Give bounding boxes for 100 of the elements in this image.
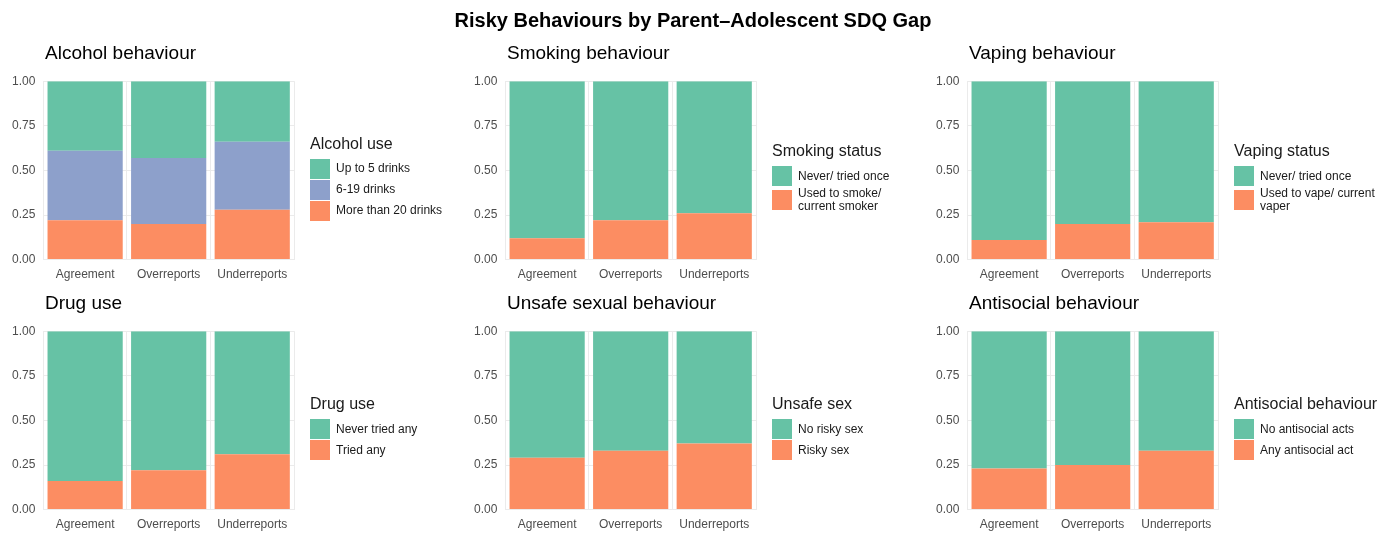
- bar: [131, 81, 207, 158]
- y-tick-label: 0.00: [12, 251, 36, 266]
- y-tick-label: 1.00: [936, 73, 960, 88]
- bar: [971, 331, 1047, 469]
- bar: [1138, 222, 1214, 260]
- legend-label: Never/ tried once: [1260, 168, 1352, 183]
- chart-title: Antisocial behaviour: [968, 291, 1141, 315]
- x-tick-label: Agreement: [979, 267, 1040, 282]
- y-tick-label: 0.75: [936, 368, 960, 383]
- legend-title: Vaping status: [1234, 142, 1331, 160]
- x-tick-label: Overreports: [1061, 517, 1125, 532]
- y-tick-label: 0.25: [474, 207, 498, 222]
- legend-label: Never/ tried once: [798, 168, 890, 183]
- y-tick-label: 0.00: [474, 501, 498, 516]
- y-tick-label: 1.00: [474, 73, 498, 88]
- x-tick-label: Agreement: [55, 517, 116, 532]
- bar: [214, 141, 290, 210]
- bar: [214, 81, 290, 142]
- legend-title: Antisocial behaviour: [1234, 395, 1378, 413]
- legend-label: More than 20 drinks: [336, 203, 443, 217]
- bar: [971, 81, 1047, 240]
- bar: [214, 331, 290, 455]
- y-tick-label: 0.25: [474, 457, 498, 472]
- bar: [47, 81, 123, 151]
- y-tick-label: 0.25: [12, 207, 36, 222]
- x-tick-label: Overreports: [599, 517, 663, 532]
- text: Risky Behaviours by Parent–Adolescent SDQ Gap: [454, 8, 932, 32]
- chart-title: Smoking behaviour: [506, 41, 671, 65]
- bar: [509, 331, 585, 458]
- y-tick-label: 0.50: [936, 412, 960, 427]
- bar: [971, 468, 1047, 510]
- legend-label: Tried any: [336, 442, 386, 457]
- legend-title: Drug use: [310, 395, 376, 413]
- y-tick-label: 1.00: [936, 323, 960, 338]
- legend-label: 6-19 drinks: [336, 182, 396, 196]
- bar: [131, 157, 207, 224]
- bar: [131, 470, 207, 510]
- y-tick-label: 0.50: [936, 162, 960, 177]
- legend-title: Smoking status: [772, 142, 883, 160]
- x-tick-label: Underreports: [217, 517, 288, 532]
- x-tick-label: Overreports: [137, 267, 201, 282]
- x-tick-label: Underreports: [217, 267, 288, 282]
- bar: [593, 81, 669, 221]
- legend-label: Never tried any: [336, 421, 418, 436]
- bar: [509, 81, 585, 239]
- x-tick-label: Overreports: [599, 267, 663, 282]
- chart-title: Alcohol behaviour: [44, 41, 198, 65]
- y-tick-label: 0.00: [936, 501, 960, 516]
- bar: [1055, 331, 1131, 465]
- bar: [1138, 81, 1214, 223]
- bar: [593, 450, 669, 510]
- bar: [971, 239, 1047, 260]
- bar: [676, 213, 752, 260]
- bar: [1055, 223, 1131, 260]
- y-tick-label: 0.00: [936, 251, 960, 266]
- y-tick-label: 0.50: [12, 162, 36, 177]
- x-tick-label: Underreports: [1141, 517, 1212, 532]
- y-tick-label: 0.75: [474, 118, 498, 133]
- bar: [593, 220, 669, 260]
- legend-label: Used to vape/ current vaper: [1260, 186, 1376, 213]
- y-tick-label: 0.25: [936, 207, 960, 222]
- x-tick-label: Agreement: [517, 267, 578, 282]
- y-tick-label: 0.50: [474, 412, 498, 427]
- bar: [676, 81, 752, 214]
- y-tick-label: 0.00: [12, 501, 36, 516]
- bar: [1055, 81, 1131, 224]
- x-tick-label: Underreports: [679, 267, 750, 282]
- legend-label: Risky sex: [798, 442, 850, 457]
- x-tick-label: Overreports: [1061, 267, 1125, 282]
- y-tick-label: 0.75: [12, 368, 36, 383]
- y-tick-label: 0.50: [474, 162, 498, 177]
- bar: [509, 457, 585, 510]
- bar: [593, 331, 669, 451]
- chart-title: Unsafe sexual behaviour: [506, 291, 718, 315]
- y-tick-label: 0.50: [12, 412, 36, 427]
- x-tick-label: Agreement: [55, 267, 116, 282]
- legend-label: Used to smoke/ current smoker: [798, 186, 883, 213]
- bar: [214, 209, 290, 260]
- y-tick-label: 0.75: [936, 118, 960, 133]
- legend-label: Up to 5 drinks: [336, 161, 411, 175]
- legend-label: Any antisocial act: [1260, 442, 1354, 457]
- y-tick-label: 1.00: [12, 323, 36, 338]
- legend-label: No risky sex: [798, 421, 864, 436]
- legend-title: Unsafe sex: [772, 395, 854, 413]
- y-tick-label: 0.25: [936, 457, 960, 472]
- y-tick-label: 0.75: [474, 368, 498, 383]
- bar: [676, 331, 752, 444]
- bar: [47, 331, 123, 482]
- bar: [509, 238, 585, 260]
- y-tick-label: 0.25: [12, 457, 36, 472]
- x-tick-label: Underreports: [679, 517, 750, 532]
- bar: [1138, 331, 1214, 451]
- bar: [214, 454, 290, 510]
- x-tick-label: Overreports: [137, 517, 201, 532]
- bar: [47, 481, 123, 510]
- y-tick-label: 0.75: [12, 118, 36, 133]
- chart-title: Vaping behaviour: [968, 41, 1117, 65]
- bar: [1138, 450, 1214, 510]
- x-tick-label: Agreement: [517, 517, 578, 532]
- bar: [131, 223, 207, 260]
